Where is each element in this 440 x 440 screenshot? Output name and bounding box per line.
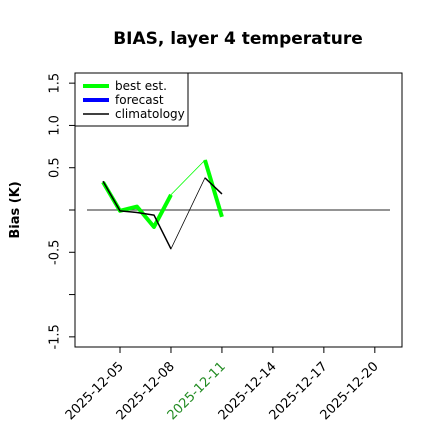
series-line [203,159,224,218]
y-tick-label: 1.0 [48,115,63,136]
y-axis-label: Bias (K) [8,181,23,238]
y-tick-label: 0.5 [48,157,63,178]
gap-connector [102,159,223,228]
series-line [204,177,223,195]
y-tick-label: 1.5 [48,73,63,94]
series-line [101,181,173,229]
y-tick-label: -1.5 [48,324,63,349]
legend-label: forecast [115,93,164,107]
series-line [102,180,172,250]
legend-label: climatology [115,107,185,121]
chart-title: BIAS, layer 4 temperature [113,29,363,49]
y-tick-label: -0.5 [48,240,63,265]
legend-label: best est. [115,79,167,93]
